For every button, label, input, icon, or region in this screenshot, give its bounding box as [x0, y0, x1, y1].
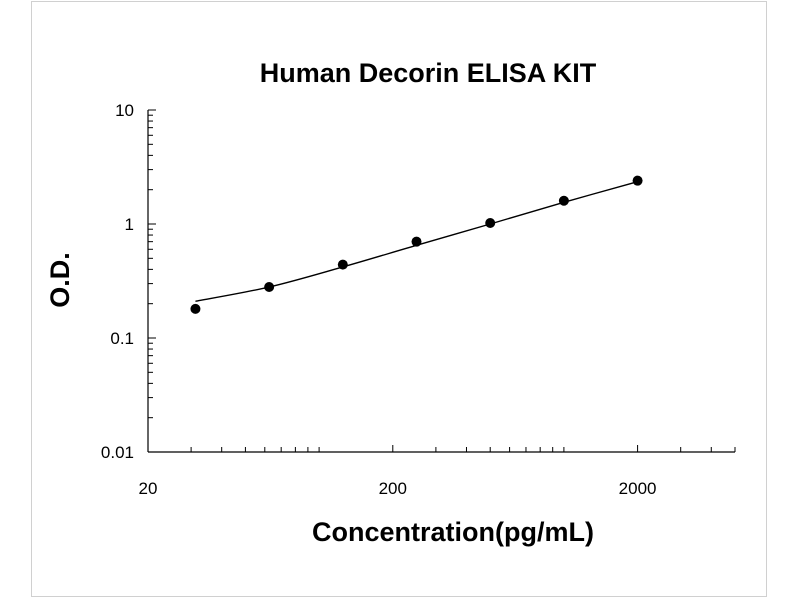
y-tick-label: 0.01	[101, 443, 134, 462]
data-point	[411, 236, 422, 247]
y-axis-label: O.D.	[45, 252, 75, 308]
data-point	[485, 218, 496, 229]
data-point	[190, 303, 201, 314]
chart-frame	[31, 1, 767, 597]
x-tick-label: 200	[379, 479, 407, 498]
y-axis-ticks: 0.01 0.1 1 10	[101, 101, 156, 462]
data-point	[632, 175, 643, 186]
x-tick-label: 2000	[619, 479, 657, 498]
data-point	[264, 282, 275, 293]
x-axis-ticks: 20 200 2000	[139, 445, 736, 498]
x-axis-label: Concentration(pg/mL)	[312, 517, 594, 547]
y-tick-label: 1	[125, 215, 134, 234]
data-point	[337, 259, 348, 270]
chart-title: Human Decorin ELISA KIT	[260, 58, 597, 88]
data-points	[190, 175, 643, 314]
y-tick-label: 0.1	[110, 329, 134, 348]
data-point	[558, 195, 569, 206]
x-tick-label: 20	[139, 479, 158, 498]
y-tick-label: 10	[115, 101, 134, 120]
axes	[147, 110, 735, 453]
